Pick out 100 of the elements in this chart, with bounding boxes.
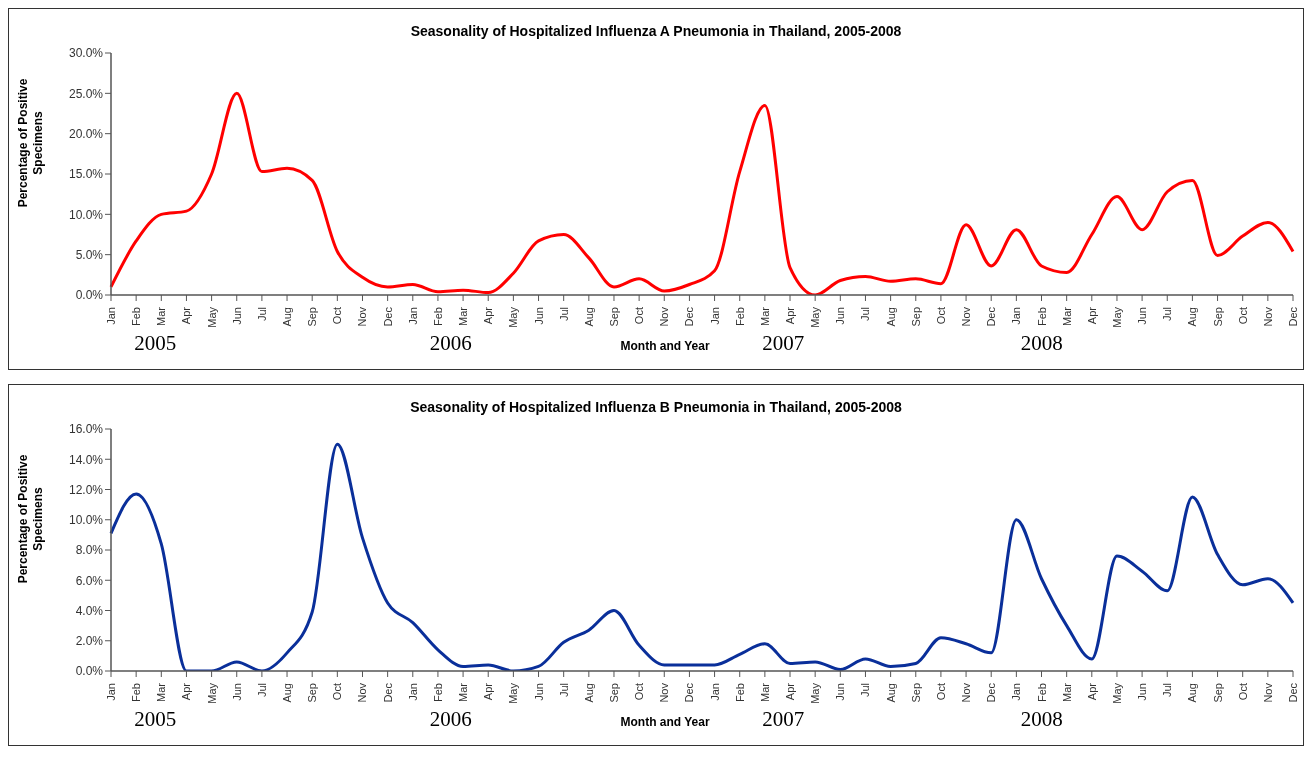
x-tick-label: Nov <box>960 682 973 703</box>
x-tick-label: Sep <box>1211 683 1224 703</box>
x-tick-label: Feb <box>1035 307 1048 326</box>
x-tick-label: May <box>507 682 520 704</box>
x-tick-label: May <box>1110 682 1123 704</box>
x-tick-label: Jun <box>532 683 545 701</box>
text: 2005 <box>133 707 178 732</box>
y-tick-label: 5.0% <box>75 247 104 262</box>
x-tick-label: Mar <box>155 682 168 702</box>
x-tick-label: Aug <box>1186 683 1199 703</box>
x-tick-label: Apr <box>1085 306 1098 325</box>
x-tick-label: Mar <box>155 306 168 326</box>
x-tick-label: May <box>205 682 218 704</box>
x-tick-label: Apr <box>1085 682 1098 701</box>
x-tick-label: May <box>809 682 822 704</box>
x-tick-label: Nov <box>658 682 671 703</box>
x-tick-label: Jan <box>105 307 117 325</box>
x-tick-label: Oct <box>934 307 947 325</box>
y-axis-title: Percentage of Positive Specimens <box>16 453 46 586</box>
x-tick-label: Jul <box>557 307 570 322</box>
x-tick-label: Nov <box>658 306 671 327</box>
x-tick-label: Sep <box>607 307 620 327</box>
y-tick-label: 10.0% <box>68 207 104 222</box>
x-tick-label: Nov <box>960 306 973 327</box>
x-tick-label: Mar <box>758 306 771 326</box>
y-tick-label: 4.0% <box>75 603 104 618</box>
x-tick-label: Jan <box>406 307 419 325</box>
x-tick-label: May <box>809 306 822 328</box>
x-tick-label: Dec <box>985 306 998 327</box>
x-tick-label: Oct <box>1236 683 1249 701</box>
x-tick-label: Feb <box>431 683 444 702</box>
x-axis-title: Month and Year <box>619 339 711 353</box>
x-tick-label: Sep <box>1211 307 1224 327</box>
x-tick-label: Mar <box>758 682 771 702</box>
x-tick-label: Jun <box>834 683 847 701</box>
x-tick-label: Jun <box>532 307 545 325</box>
text: 2005 <box>133 331 178 356</box>
y-tick-label: 0.0% <box>75 288 104 303</box>
x-tick-label: Aug <box>582 307 595 327</box>
x-tick-label: Aug <box>582 683 595 703</box>
text: 2006 <box>428 707 473 732</box>
x-tick-label: Oct <box>934 683 947 701</box>
x-tick-label: Aug <box>884 307 897 327</box>
x-tick-label: Aug <box>884 683 897 703</box>
x-tick-label: Oct <box>331 307 344 325</box>
x-tick-label: Feb <box>1035 683 1048 702</box>
x-tick-label: Dec <box>1287 306 1299 327</box>
x-tick-label: Apr <box>180 682 193 701</box>
x-tick-label: Dec <box>683 682 696 703</box>
x-tick-label: Jun <box>230 683 243 701</box>
y-tick-label: 12.0% <box>68 482 104 497</box>
x-tick-label: Sep <box>306 683 319 703</box>
x-tick-label: Jul <box>255 307 268 322</box>
chart-title: Seasonality of Hospitalized Influenza A Pneumonia in Thailand, 2005-2008 <box>409 23 903 41</box>
y-tick-label: 6.0% <box>75 573 104 588</box>
y-tick-label: 30.0% <box>68 46 104 61</box>
x-tick-label: Dec <box>381 306 394 327</box>
x-tick-label: Jul <box>255 683 268 698</box>
text: 2008 <box>1019 331 1064 356</box>
x-tick-label: Mar <box>457 306 470 326</box>
x-tick-label: Nov <box>1261 306 1274 327</box>
x-tick-label: Nov <box>356 306 369 327</box>
x-tick-label: Jun <box>1136 307 1149 325</box>
x-tick-label: Jan <box>708 307 721 325</box>
x-tick-label: Mar <box>457 682 470 702</box>
chart-title: Seasonality of Hospitalized Influenza B Pneumonia in Thailand, 2005-2008 <box>409 399 903 417</box>
x-tick-label: Dec <box>985 682 998 703</box>
x-tick-label: Jul <box>859 307 872 322</box>
text: 2007 <box>761 331 806 356</box>
x-tick-label: Apr <box>180 306 193 325</box>
x-tick-label: Mar <box>1060 306 1073 326</box>
x-tick-label: Aug <box>281 307 294 327</box>
x-tick-label: Jul <box>1161 683 1174 698</box>
x-tick-label: Jul <box>859 683 872 698</box>
x-tick-label: Sep <box>607 683 620 703</box>
y-tick-label: 8.0% <box>75 543 104 558</box>
y-tick-label: 16.0% <box>68 422 104 437</box>
y-tick-label: 25.0% <box>68 86 104 101</box>
x-tick-label: May <box>205 306 218 328</box>
y-tick-label: 0.0% <box>75 664 104 679</box>
x-tick-label: Feb <box>431 307 444 326</box>
y-tick-label: 10.0% <box>68 513 104 528</box>
x-tick-label: Jun <box>230 307 243 325</box>
x-tick-label: Nov <box>356 682 369 703</box>
x-axis-title: Month and Year <box>619 715 711 729</box>
x-tick-label: Apr <box>482 682 495 701</box>
x-tick-label: Jan <box>1010 307 1023 325</box>
y-axis-title: Percentage of Positive Specimens <box>16 77 46 210</box>
x-tick-label: Jan <box>105 683 117 701</box>
text: 2007 <box>761 707 806 732</box>
x-tick-label: Sep <box>909 683 922 703</box>
x-tick-label: Jan <box>708 683 721 701</box>
y-tick-label: 2.0% <box>75 634 104 649</box>
y-tick-label: 15.0% <box>68 167 104 182</box>
x-tick-label: Mar <box>1060 682 1073 702</box>
x-tick-label: Jul <box>557 683 570 698</box>
x-tick-label: Dec <box>381 682 394 703</box>
x-tick-label: Jan <box>1010 683 1023 701</box>
x-tick-label: Oct <box>633 683 646 701</box>
x-tick-label: Sep <box>909 307 922 327</box>
